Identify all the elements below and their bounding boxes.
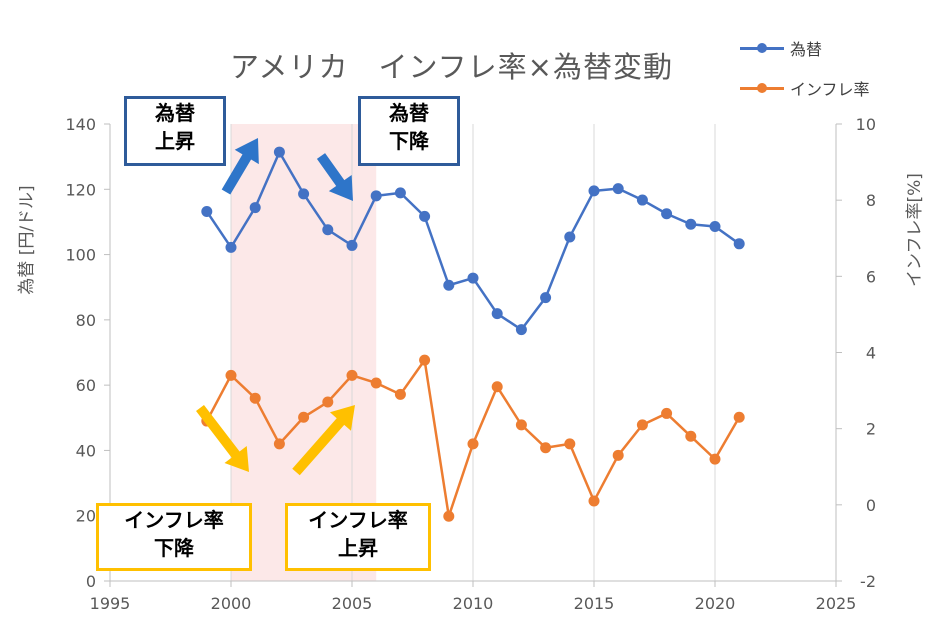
data-point-1 bbox=[709, 453, 721, 465]
y-axis-left-label: 為替 [円/ドル] bbox=[17, 185, 37, 295]
legend: 為替 インフレ率 bbox=[740, 36, 870, 116]
data-point-1 bbox=[564, 438, 576, 450]
annotation-inflation-up-line1: インフレ率 bbox=[308, 508, 408, 532]
data-point-1 bbox=[419, 354, 431, 366]
data-point-0 bbox=[346, 239, 358, 251]
annotation-exchange-up-line2: 上昇 bbox=[155, 129, 195, 153]
arrow-exchange-down bbox=[316, 153, 353, 201]
data-point-1 bbox=[540, 442, 552, 454]
data-point-1 bbox=[225, 369, 237, 381]
data-point-0 bbox=[467, 272, 479, 284]
y-right-tick-label: 0 bbox=[866, 496, 876, 515]
data-point-0 bbox=[636, 194, 648, 206]
legend-label-exchange: 為替 bbox=[790, 40, 823, 59]
data-point-1 bbox=[249, 392, 261, 404]
annotation-inflation-down-line1: インフレ率 bbox=[124, 508, 224, 532]
data-point-0 bbox=[709, 220, 721, 232]
data-point-1 bbox=[685, 430, 697, 442]
y-left-tick-label: 20 bbox=[76, 507, 96, 526]
y-right-tick-label: 10 bbox=[856, 115, 876, 134]
annotation-exchange-up-line1: 為替 bbox=[155, 101, 195, 125]
y-left-tick-label: 40 bbox=[76, 441, 96, 460]
y-right-tick-label: 4 bbox=[866, 344, 876, 363]
annotation-exchange-down-line1: 為替 bbox=[389, 101, 429, 125]
data-point-0 bbox=[540, 292, 552, 304]
legend-swatch-inflation bbox=[740, 81, 784, 95]
data-point-0 bbox=[612, 183, 624, 195]
data-point-0 bbox=[733, 238, 745, 250]
annotation-exchange-up: 為替 上昇 bbox=[124, 96, 226, 166]
y-right-tick-label: 2 bbox=[866, 420, 876, 439]
data-point-1 bbox=[733, 411, 745, 423]
data-point-0 bbox=[322, 224, 334, 236]
data-point-1 bbox=[588, 495, 600, 507]
y-left-tick-label: 100 bbox=[65, 246, 96, 265]
data-point-0 bbox=[201, 205, 213, 217]
x-tick-label: 2015 bbox=[574, 594, 615, 613]
data-point-1 bbox=[346, 369, 358, 381]
data-point-0 bbox=[564, 231, 576, 243]
x-tick-label: 2025 bbox=[816, 594, 857, 613]
legend-item-exchange: 為替 bbox=[740, 36, 870, 60]
legend-item-inflation: インフレ率 bbox=[740, 76, 870, 100]
data-point-0 bbox=[370, 190, 382, 202]
data-point-0 bbox=[298, 188, 310, 200]
data-point-1 bbox=[491, 381, 503, 393]
arrow-inflation-up bbox=[292, 405, 355, 476]
data-point-1 bbox=[298, 411, 310, 423]
data-point-1 bbox=[467, 438, 479, 450]
y-right-tick-label: 6 bbox=[866, 267, 876, 286]
data-point-1 bbox=[394, 388, 406, 400]
arrow-exchange-up bbox=[221, 138, 259, 195]
legend-label-inflation: インフレ率 bbox=[790, 80, 870, 99]
y-left-tick-label: 120 bbox=[65, 180, 96, 199]
chart-title: アメリカ インフレ率×為替変動 bbox=[230, 50, 673, 84]
legend-swatch-exchange bbox=[740, 41, 784, 55]
x-tick-label: 2005 bbox=[332, 594, 373, 613]
data-point-0 bbox=[588, 185, 600, 197]
data-point-1 bbox=[612, 449, 624, 461]
data-point-0 bbox=[273, 146, 285, 158]
y-right-tick-label: -2 bbox=[860, 572, 876, 591]
annotation-exchange-down-line2: 下降 bbox=[389, 129, 429, 153]
data-point-0 bbox=[443, 279, 455, 291]
data-point-0 bbox=[685, 218, 697, 230]
data-point-0 bbox=[249, 202, 261, 214]
data-point-0 bbox=[225, 241, 237, 253]
x-tick-label: 2010 bbox=[453, 594, 494, 613]
data-point-0 bbox=[515, 324, 527, 336]
arrow-inflation-down bbox=[196, 404, 249, 472]
x-tick-label: 2000 bbox=[211, 594, 252, 613]
x-tick-label: 1995 bbox=[90, 594, 131, 613]
data-point-1 bbox=[322, 396, 334, 408]
y-left-tick-label: 140 bbox=[65, 115, 96, 134]
y-right-tick-label: 8 bbox=[866, 191, 876, 210]
data-point-1 bbox=[661, 407, 673, 419]
data-point-1 bbox=[515, 419, 527, 431]
y-left-tick-label: 60 bbox=[76, 376, 96, 395]
data-point-0 bbox=[491, 308, 503, 320]
data-point-1 bbox=[636, 419, 648, 431]
x-tick-label: 2020 bbox=[695, 594, 736, 613]
y-axis-right-label: インフレ率[%] bbox=[905, 173, 925, 287]
data-point-0 bbox=[394, 187, 406, 199]
annotation-inflation-down-line2: 下降 bbox=[154, 536, 194, 560]
annotation-inflation-down: インフレ率 下降 bbox=[96, 503, 252, 571]
data-point-1 bbox=[273, 438, 285, 450]
annotation-inflation-up: インフレ率 上昇 bbox=[285, 503, 431, 571]
y-left-tick-label: 80 bbox=[76, 311, 96, 330]
y-left-tick-label: 0 bbox=[86, 572, 96, 591]
data-point-1 bbox=[370, 377, 382, 389]
data-point-1 bbox=[443, 510, 455, 522]
data-point-0 bbox=[419, 210, 431, 222]
annotation-inflation-up-line2: 上昇 bbox=[338, 536, 378, 560]
data-point-0 bbox=[661, 208, 673, 220]
annotation-exchange-down: 為替 下降 bbox=[358, 96, 460, 166]
